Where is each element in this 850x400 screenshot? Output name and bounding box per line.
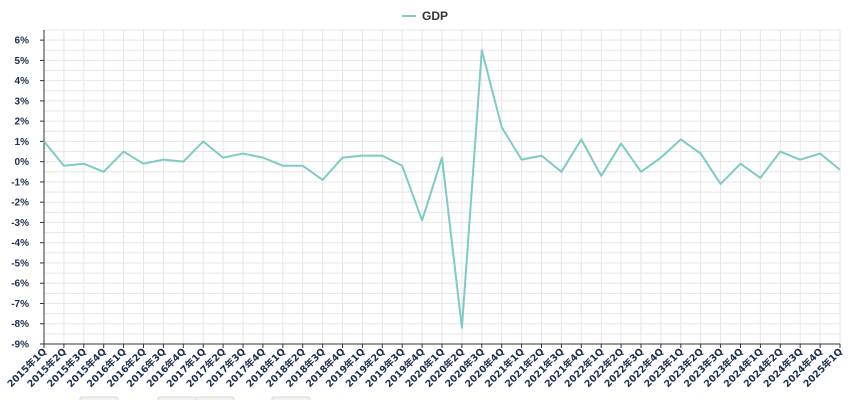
data-point-gdp[interactable] bbox=[519, 157, 525, 163]
data-point-gdp[interactable] bbox=[340, 155, 346, 161]
y-tick-label: -9% bbox=[11, 340, 29, 351]
data-point-gdp[interactable] bbox=[678, 136, 684, 142]
y-tick-label: 4% bbox=[15, 76, 30, 87]
data-point-gdp[interactable] bbox=[479, 47, 485, 53]
data-point-gdp[interactable] bbox=[180, 159, 186, 165]
data-point-gdp[interactable] bbox=[757, 175, 763, 181]
data-point-gdp[interactable] bbox=[359, 153, 365, 159]
y-axis-ticks: 6% 5% 4% 3% 2% 1% 0% -1% -2% -3% -4% -5% -6% -7% -8% -9… bbox=[11, 36, 44, 351]
y-tick-label: -6% bbox=[11, 279, 29, 290]
data-point-gdp[interactable] bbox=[81, 161, 87, 167]
data-point-gdp[interactable] bbox=[121, 149, 127, 155]
data-point-gdp[interactable] bbox=[817, 151, 823, 157]
data-point-gdp[interactable] bbox=[738, 161, 744, 167]
data-point-gdp[interactable] bbox=[539, 153, 545, 159]
y-tick-label: 0% bbox=[15, 157, 30, 168]
data-point-gdp[interactable] bbox=[160, 157, 166, 163]
data-point-gdp[interactable] bbox=[837, 167, 843, 173]
data-point-gdp[interactable] bbox=[618, 140, 624, 146]
data-point-gdp[interactable] bbox=[200, 138, 206, 144]
data-point-gdp[interactable] bbox=[439, 155, 445, 161]
data-point-gdp[interactable] bbox=[300, 163, 306, 169]
x-axis-ticks: 2015年1Q2015年2Q2015年3Q2015年4Q2016年1Q2016年… bbox=[5, 344, 845, 390]
data-point-gdp[interactable] bbox=[777, 149, 783, 155]
y-tick-label: -2% bbox=[11, 198, 29, 209]
data-point-gdp[interactable] bbox=[638, 169, 644, 175]
y-tick-label: -8% bbox=[11, 319, 29, 330]
zoom-slider-stub[interactable] bbox=[79, 396, 311, 400]
data-point-gdp[interactable] bbox=[598, 173, 604, 179]
data-point-gdp[interactable] bbox=[101, 169, 107, 175]
y-tick-label: -1% bbox=[11, 177, 29, 188]
series bbox=[41, 47, 843, 331]
data-point-gdp[interactable] bbox=[61, 163, 67, 169]
y-tick-label: -5% bbox=[11, 258, 29, 269]
y-tick-label: -7% bbox=[11, 299, 29, 310]
slider-handle[interactable] bbox=[157, 396, 197, 400]
data-point-gdp[interactable] bbox=[141, 161, 147, 167]
data-point-gdp[interactable] bbox=[240, 151, 246, 157]
data-point-gdp[interactable] bbox=[797, 157, 803, 163]
data-point-gdp[interactable] bbox=[499, 124, 505, 130]
y-tick-label: -3% bbox=[11, 218, 29, 229]
data-point-gdp[interactable] bbox=[379, 153, 385, 159]
slider-handle[interactable] bbox=[79, 396, 119, 400]
data-point-gdp[interactable] bbox=[280, 163, 286, 169]
data-point-gdp[interactable] bbox=[419, 217, 425, 223]
data-point-gdp[interactable] bbox=[220, 155, 226, 161]
data-point-gdp[interactable] bbox=[558, 169, 564, 175]
y-tick-label: 1% bbox=[15, 137, 30, 148]
data-point-gdp[interactable] bbox=[578, 136, 584, 142]
data-point-gdp[interactable] bbox=[399, 163, 405, 169]
data-point-gdp[interactable] bbox=[698, 151, 704, 157]
data-point-gdp[interactable] bbox=[718, 181, 724, 187]
y-tick-label: -4% bbox=[11, 238, 29, 249]
slider-handle[interactable] bbox=[271, 396, 311, 400]
data-point-gdp[interactable] bbox=[320, 177, 326, 183]
legend[interactable]: GDP bbox=[402, 9, 448, 23]
y-tick-label: 2% bbox=[15, 117, 30, 128]
y-tick-label: 6% bbox=[15, 36, 30, 47]
grid bbox=[43, 29, 841, 345]
data-point-gdp[interactable] bbox=[459, 325, 465, 331]
legend-label-gdp: GDP bbox=[422, 9, 448, 23]
slider-handle[interactable] bbox=[195, 396, 235, 400]
data-point-gdp[interactable] bbox=[658, 155, 664, 161]
data-point-gdp[interactable] bbox=[260, 155, 266, 161]
series-line-gdp[interactable] bbox=[43, 49, 841, 329]
y-tick-label: 3% bbox=[15, 96, 30, 107]
y-tick-label: 5% bbox=[15, 56, 30, 67]
data-point-gdp[interactable] bbox=[41, 138, 47, 144]
